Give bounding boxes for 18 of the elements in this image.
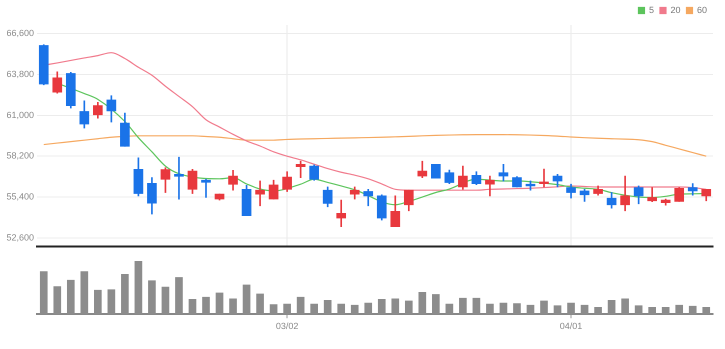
y-tick-label: 58,200 xyxy=(6,150,34,161)
y-tick-label: 63,800 xyxy=(6,69,34,80)
legend-label: 60 xyxy=(696,4,708,15)
y-tick-label: 66,600 xyxy=(6,28,34,38)
candlestick xyxy=(526,180,536,191)
candlestick xyxy=(201,178,211,198)
x-tick-label: 04/01 xyxy=(560,321,582,332)
candlestick xyxy=(498,164,508,182)
candlestick xyxy=(485,176,495,196)
y-tick-label: 55,400 xyxy=(6,192,34,202)
legend-label: 5 xyxy=(648,4,654,15)
y-tick-label: 52,600 xyxy=(6,232,34,242)
line-series xyxy=(43,134,707,157)
y-tick-label: 61,000 xyxy=(6,110,34,120)
candlestick xyxy=(174,156,184,200)
legend-label: 20 xyxy=(670,4,680,15)
x-tick-label: 03/02 xyxy=(276,321,298,332)
candlestick xyxy=(539,168,549,188)
